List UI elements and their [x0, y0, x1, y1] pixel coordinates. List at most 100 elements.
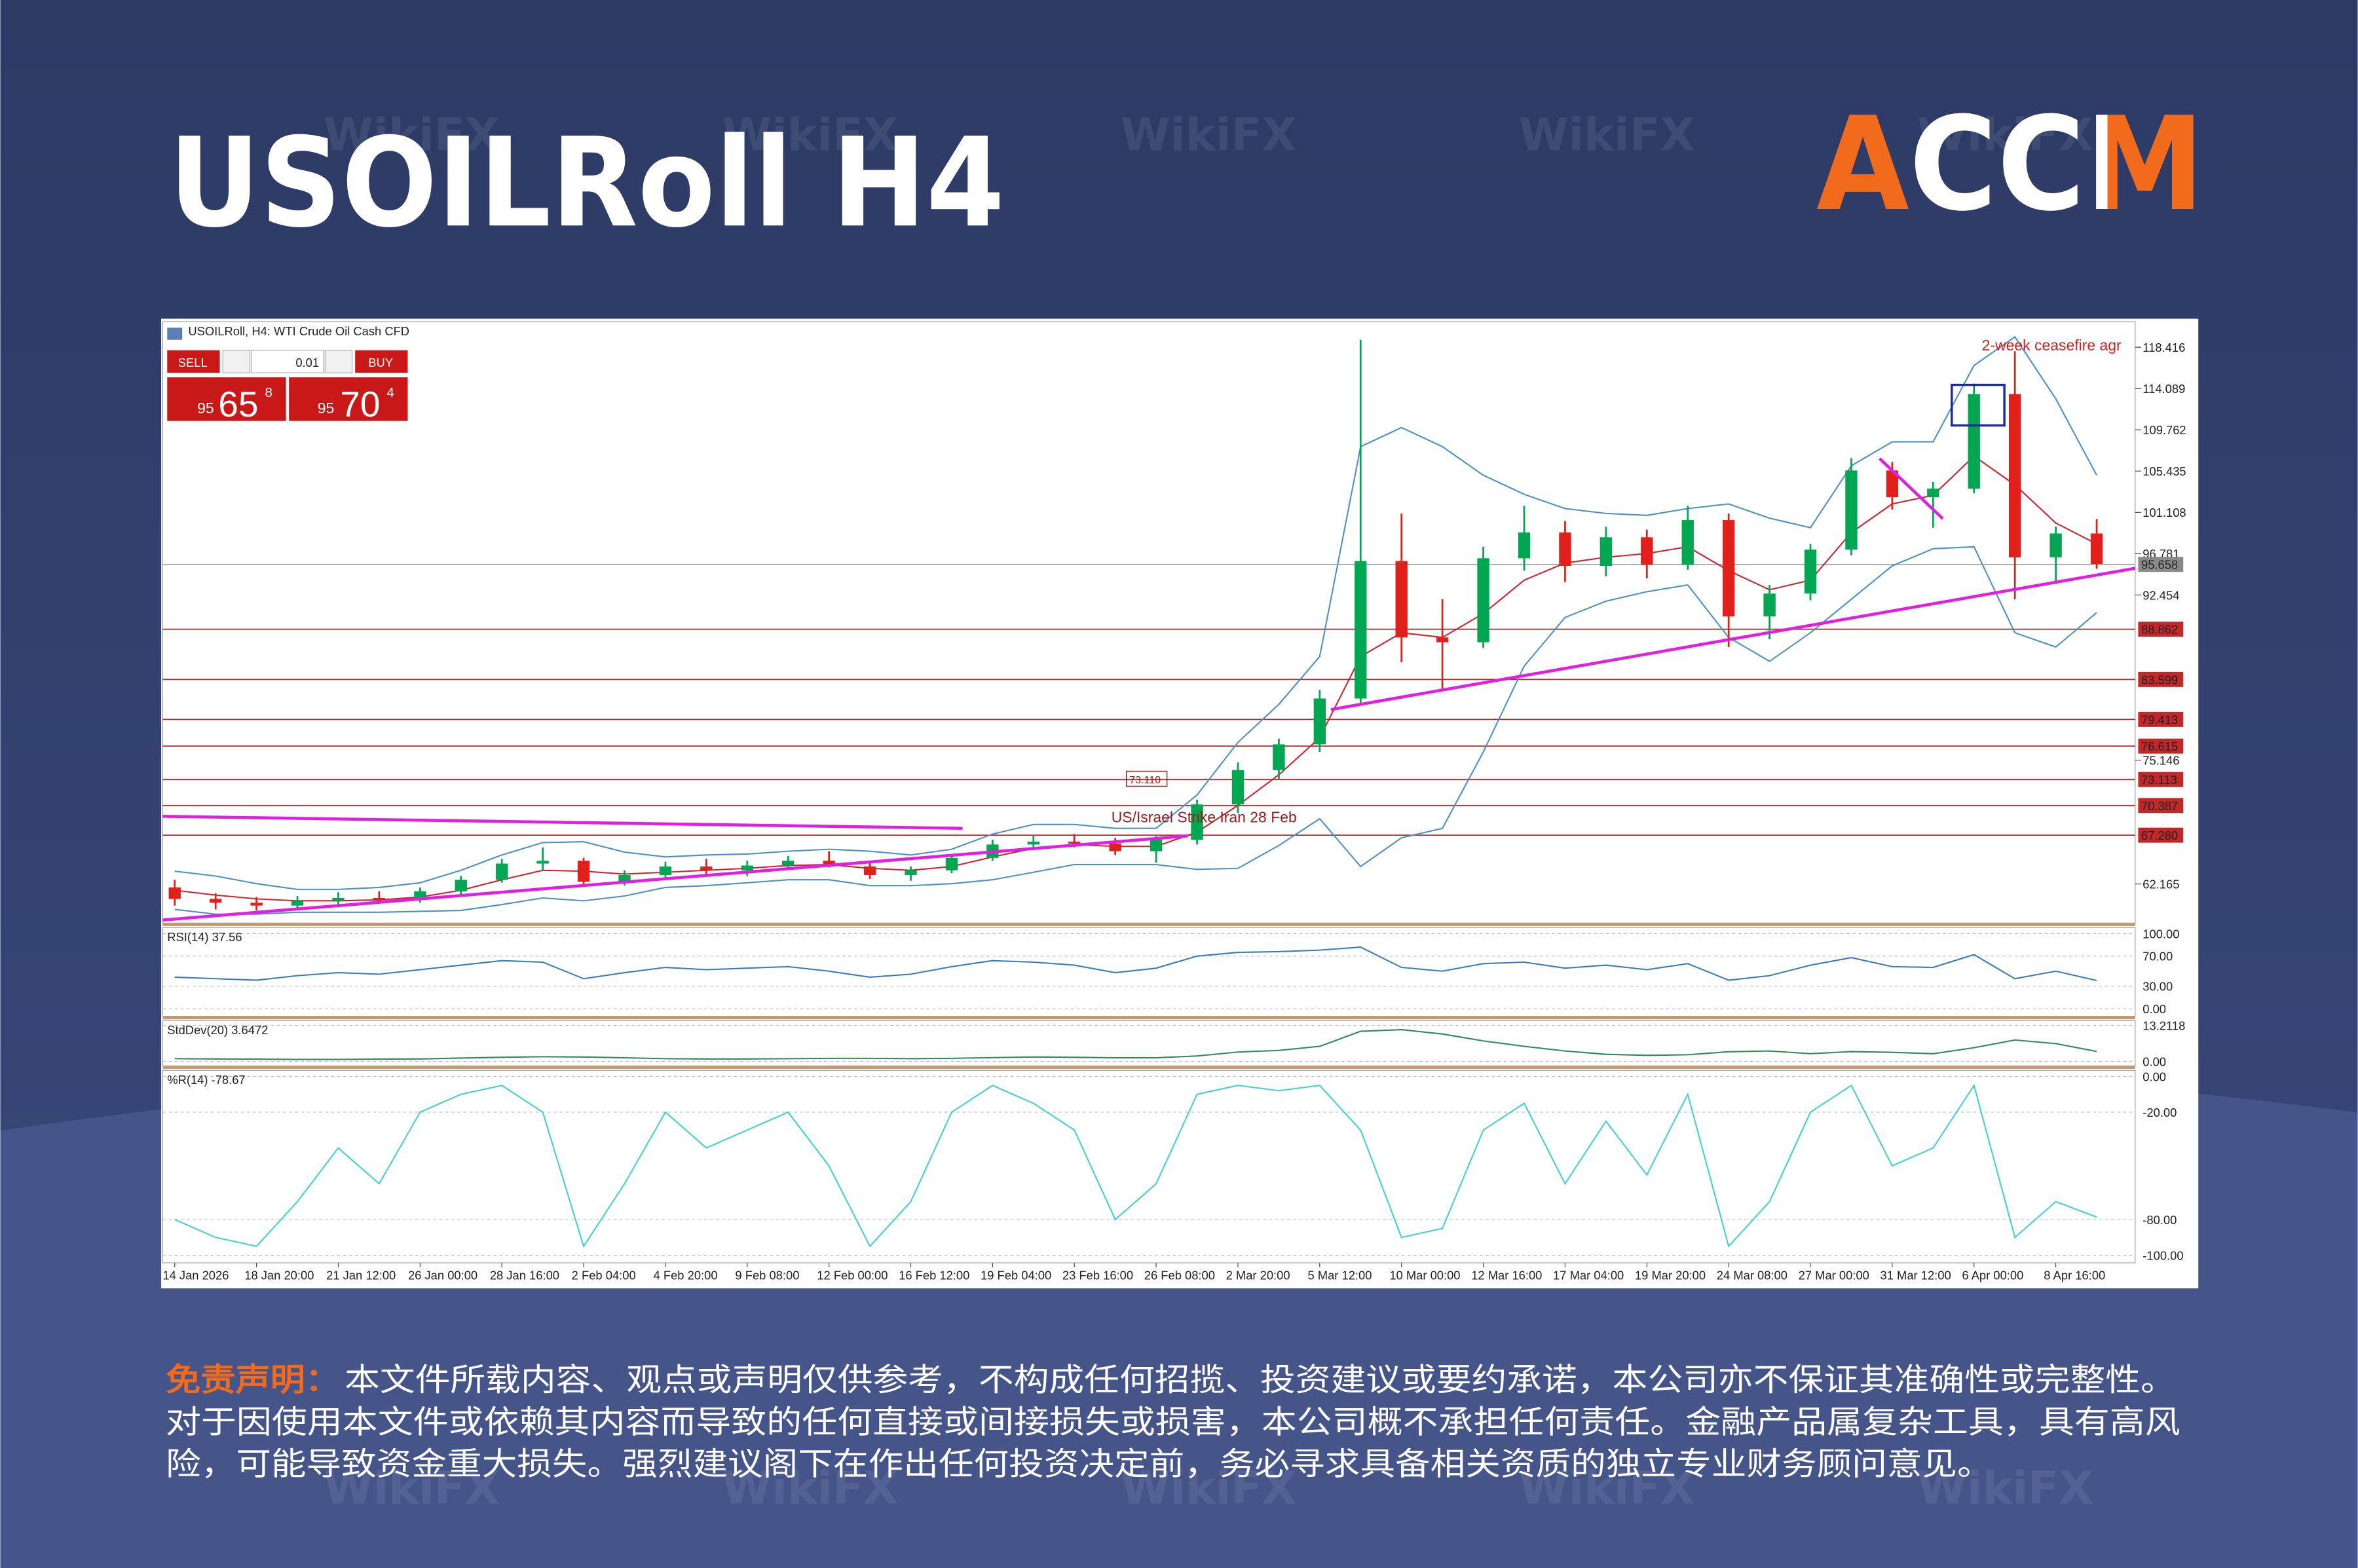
annotation-box: [1125, 770, 1168, 787]
indicator-tick-label: 30.00: [2143, 980, 2173, 994]
watermark: WikiFX: [722, 1462, 898, 1514]
indicator-tick-label: 100.00: [2143, 927, 2179, 941]
watermark: WikiFX: [1120, 1462, 1296, 1514]
volume-dropdown[interactable]: [222, 350, 251, 373]
disclaimer-text: 本文件所载内容、观点或声明仅供参考，不构成任何招揽、投资建议或要约承诺，本公司亦…: [345, 1362, 2176, 1398]
candle-body: [823, 861, 835, 867]
sell-button[interactable]: [167, 350, 220, 373]
level-label: 83.599: [2141, 673, 2178, 686]
sell-price-box[interactable]: [167, 377, 286, 421]
x-tick-label: 12 Mar 16:00: [1471, 1268, 1542, 1282]
level-label-box: [2138, 827, 2184, 843]
watermark: WikiFX: [1120, 109, 1296, 162]
candle-body: [1191, 804, 1203, 840]
x-tick-label: 10 Mar 00:00: [1389, 1268, 1460, 1282]
annotation: 73.110: [1129, 774, 1161, 786]
candle-body: [1109, 843, 1121, 851]
candle-body: [1681, 520, 1694, 565]
indicator-panel: [162, 1070, 2136, 1263]
sell-pips: 65: [218, 384, 258, 424]
candle-body: [1968, 394, 1980, 489]
buy-label: BUY: [368, 356, 393, 369]
indicator-tick-label: 0.00: [2143, 1055, 2166, 1068]
candle-body: [2090, 533, 2103, 565]
x-tick-label: 31 Mar 12:00: [1881, 1268, 1951, 1282]
x-tick-label: 26 Jan 00:00: [408, 1268, 477, 1282]
x-tick-label: 16 Feb 12:00: [899, 1268, 969, 1282]
y-tick-label: 62.165: [2143, 878, 2179, 891]
trade-panel: SELL 0.01 BUY 95 65 8 95 70 4: [167, 350, 408, 424]
watermark: WikiFX: [1519, 1462, 1695, 1514]
indicator-tick-label: 70.00: [2143, 950, 2173, 963]
candle-body: [1436, 637, 1449, 643]
plot: 118.416114.089109.762105.435101.10896.78…: [162, 335, 2186, 1282]
level-label-box: [2138, 798, 2184, 813]
candle-body: [1845, 470, 1858, 550]
volume-spinner[interactable]: [324, 350, 353, 373]
indicator-line: [174, 1029, 2097, 1060]
candle-body: [863, 866, 876, 876]
candle-body: [1150, 840, 1163, 851]
indicator-tick-label: -80.00: [2143, 1213, 2177, 1227]
buy-price-box[interactable]: [289, 377, 408, 421]
page-title: USOILRoll H4: [169, 111, 1005, 255]
watermark: WikiFX: [1519, 109, 1695, 162]
candle-body: [496, 863, 508, 880]
indicator-tick-label: 0.00: [2143, 1070, 2166, 1083]
buy-big-figure: 95: [318, 400, 335, 417]
candle-body: [455, 880, 467, 891]
chart-title: USOILRoll, H4: WTI Crude Oil Cash CFD: [188, 324, 409, 338]
x-tick-label: 9 Feb 08:00: [735, 1268, 799, 1282]
trend-line: [162, 834, 1188, 922]
candle-body: [1231, 770, 1244, 805]
indicator-tick-label: -100.00: [2143, 1248, 2183, 1262]
logo: ACCM: [1816, 89, 2204, 240]
x-tick-label: 27 Mar 00:00: [1799, 1268, 1869, 1282]
y-tick-label: 109.762: [2143, 423, 2186, 437]
level-label: 79.413: [2141, 713, 2178, 726]
trend-line: [1879, 457, 1944, 520]
moving-average: [174, 455, 2097, 902]
level-label: 67.280: [2141, 829, 2178, 842]
x-tick-label: 18 Jan 20:00: [244, 1268, 314, 1282]
buy-button[interactable]: [355, 350, 408, 373]
x-tick-label: 26 Feb 08:00: [1144, 1268, 1215, 1282]
candle-body: [1477, 558, 1489, 643]
trend-line: [1330, 567, 2136, 711]
x-tick-label: 2 Mar 20:00: [1226, 1268, 1290, 1282]
level-label: 73.113: [2141, 773, 2177, 787]
y-tick-label: 105.435: [2143, 464, 2186, 478]
candle-body: [168, 887, 181, 899]
candle-body: [291, 901, 304, 906]
level-label-box: [2138, 671, 2184, 687]
candle-body: [1273, 744, 1285, 770]
volume-input[interactable]: [251, 350, 324, 373]
candle-body: [1641, 537, 1653, 565]
candle-body: [1600, 537, 1613, 567]
candle-body: [373, 897, 386, 900]
sell-label: SELL: [178, 356, 208, 369]
candle-body: [1722, 520, 1735, 617]
indicator-tick-label: -20.00: [2143, 1106, 2177, 1119]
candle-body: [536, 861, 549, 864]
indicator-tick-label: 13.2118: [2143, 1018, 2185, 1032]
level-label-box: [2138, 772, 2184, 787]
candle-body: [1068, 842, 1081, 844]
level-label-box: [2138, 711, 2184, 727]
indicator-line: [174, 946, 2097, 982]
x-tick-label: 21 Jan 12:00: [326, 1268, 396, 1282]
sell-big-figure: 95: [197, 400, 214, 417]
y-tick-label: 92.454: [2143, 588, 2179, 602]
candle-body: [945, 857, 958, 870]
candle-body: [782, 861, 795, 866]
level-label-box: [2138, 622, 2184, 637]
indicator-line: [174, 1083, 2097, 1248]
x-tick-label: 14 Jan 2026: [162, 1268, 229, 1282]
candle-body: [250, 903, 263, 906]
indicator-tick-label: 0.00: [2143, 1002, 2166, 1016]
sell-point: 8: [265, 385, 272, 400]
drawings: [162, 383, 2136, 922]
y-tick-label: 75.146: [2143, 753, 2179, 767]
candle-body: [1886, 470, 1899, 498]
candle-body: [209, 899, 222, 903]
